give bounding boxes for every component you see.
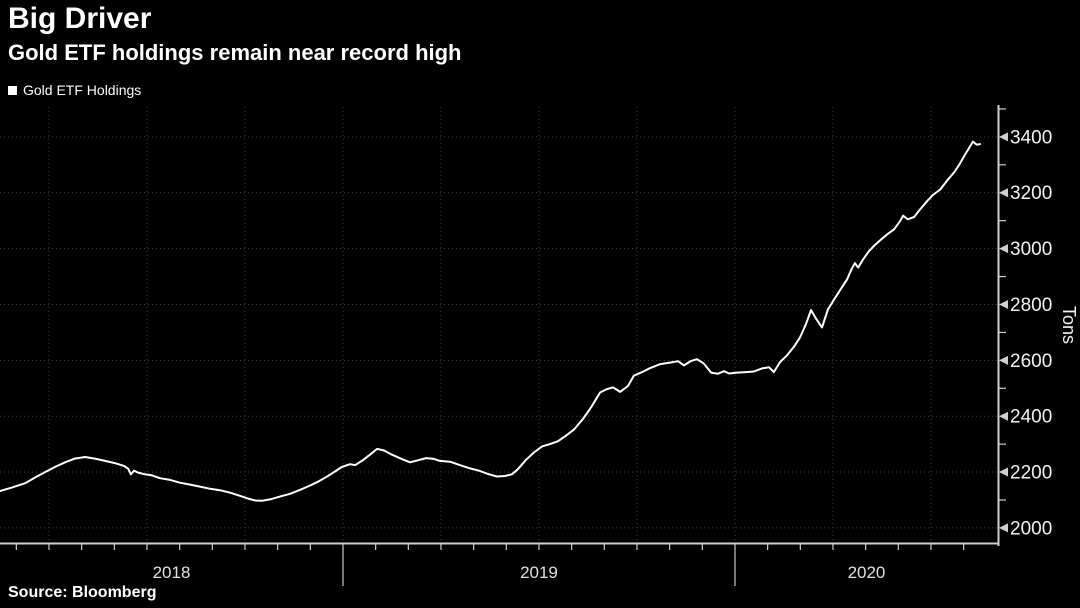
- y-major-tick-arrow: [999, 523, 1008, 533]
- source-note: Source: Bloomberg: [8, 584, 157, 601]
- y-axis-title: Tons: [1059, 306, 1079, 344]
- y-major-tick-arrow: [999, 132, 1008, 142]
- x-year-label: 2019: [520, 563, 558, 582]
- y-tick-label: 2400: [1010, 407, 1052, 428]
- legend-label: Gold ETF Holdings: [23, 82, 142, 98]
- y-major-tick-arrow: [999, 244, 1008, 254]
- x-year-label: 2020: [848, 563, 886, 582]
- y-major-tick-arrow: [999, 299, 1008, 309]
- y-major-tick-arrow: [999, 188, 1008, 198]
- y-tick-label: 3000: [1010, 239, 1052, 260]
- legend-swatch-icon: [8, 85, 17, 95]
- y-major-tick-arrow: [999, 355, 1008, 365]
- y-tick-label: 2800: [1010, 295, 1052, 316]
- y-major-tick-arrow: [999, 411, 1008, 421]
- y-major-tick-arrow: [999, 467, 1008, 477]
- legend: Gold ETF Holdings: [8, 82, 141, 98]
- chart-subtitle: Gold ETF holdings remain near record hig…: [8, 40, 462, 65]
- y-tick-label: 2000: [1010, 518, 1052, 539]
- y-tick-label: 3400: [1010, 127, 1052, 148]
- chart-title: Big Driver: [8, 2, 152, 35]
- y-tick-label: 2200: [1010, 463, 1052, 484]
- x-year-label: 2018: [153, 563, 191, 582]
- y-tick-label: 3200: [1010, 183, 1052, 204]
- y-tick-label: 2600: [1010, 351, 1052, 372]
- series-line-gold-etf-holdings: [0, 140, 981, 502]
